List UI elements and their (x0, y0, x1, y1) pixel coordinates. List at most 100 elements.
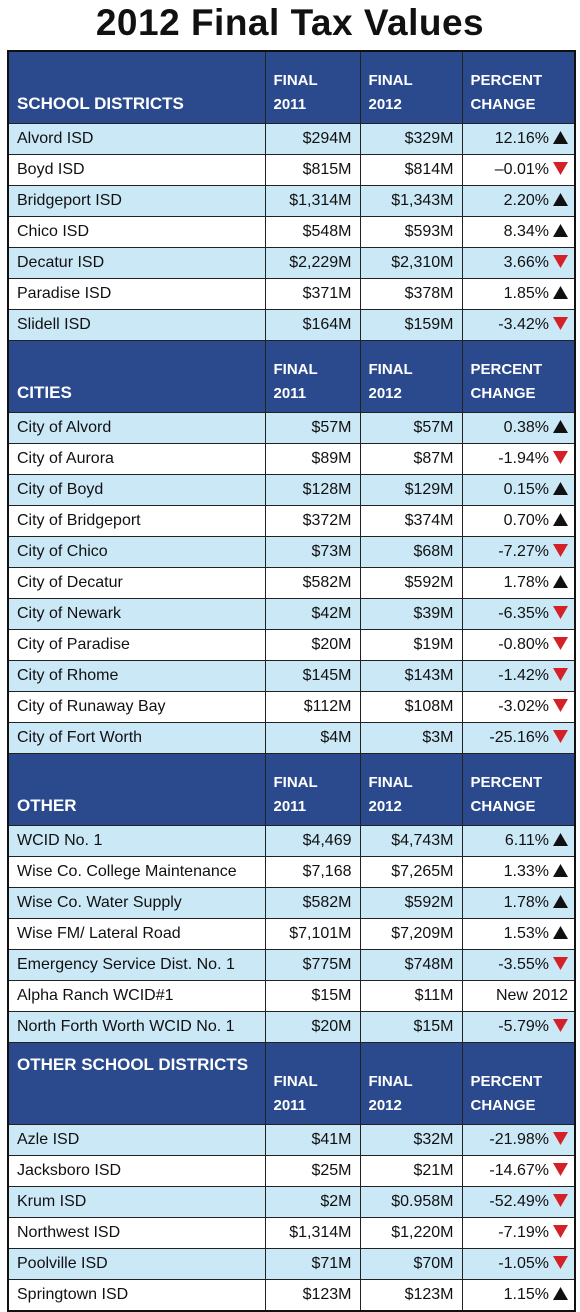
final-2012: $39M (359, 598, 463, 630)
arrow-shape (553, 451, 568, 464)
final-2011: $4,469 (264, 825, 361, 857)
column-header: PERCENT CHANGE (461, 753, 576, 826)
percent-change: 1.85% (461, 278, 576, 310)
arrow-shape (553, 544, 568, 557)
arrow-down (553, 451, 568, 464)
final-2011: $20M (264, 629, 361, 661)
data-row: Slidell ISD $164M $159M -3.42% (7, 309, 576, 341)
percent-value: -21.98% (489, 1131, 549, 1148)
entity-name: Decatur ISD (7, 247, 266, 279)
arrow-shape (553, 1163, 568, 1176)
data-row: City of Bridgeport $372M $374M 0.70% (7, 505, 576, 537)
data-row: Decatur ISD $2,229M $2,310M 3.66% (7, 247, 576, 279)
entity-name: WCID No. 1 (7, 825, 266, 857)
arrow-up (553, 224, 568, 237)
final-2011: $112M (264, 691, 361, 723)
percent-value: New 2012 (495, 987, 568, 1004)
final-2011: $371M (264, 278, 361, 310)
column-header-line: CHANGE (470, 385, 536, 402)
final-2012: $32M (359, 1124, 463, 1156)
arrow-down (553, 1225, 568, 1238)
percent-value: -1.42% (498, 667, 549, 684)
data-row: Poolville ISD $71M $70M -1.05% (7, 1248, 576, 1280)
column-header-line: FINAL (368, 72, 413, 89)
final-2012: $1,220M (359, 1217, 463, 1249)
percent-value: 1.85% (503, 285, 549, 302)
entity-name: Northwest ISD (7, 1217, 266, 1249)
arrow-shape (553, 895, 568, 908)
final-2012: $592M (359, 887, 463, 919)
column-header-line: FINAL (368, 361, 413, 378)
entity-name: Wise FM/ Lateral Road (7, 918, 266, 950)
entity-name: Chico ISD (7, 216, 266, 248)
arrow-up (553, 895, 568, 908)
percent-value: -7.27% (498, 543, 549, 560)
column-header: PERCENT CHANGE (461, 50, 576, 124)
arrow-shape (553, 1256, 568, 1269)
final-2012: $4,743M (359, 825, 463, 857)
data-row: Jacksboro ISD $25M $21M -14.67% (7, 1155, 576, 1187)
arrow-down (553, 1132, 568, 1145)
title: 2012 Final Tax Values (95, 2, 485, 43)
percent-change: 1.15% (461, 1279, 576, 1312)
data-row: Wise Co. College Maintenance $7,168 $7,265… (7, 856, 576, 888)
final-2011: $89M (264, 443, 361, 475)
entity-name: Springtown ISD (7, 1279, 266, 1312)
final-2012: $2,310M (359, 247, 463, 279)
column-header: FINAL 2011 (264, 50, 361, 124)
arrow-down (553, 255, 568, 268)
percent-change: -14.67% (461, 1155, 576, 1187)
arrow-up (553, 513, 568, 526)
column-header-line: 2011 (273, 385, 307, 402)
percent-change: -1.05% (461, 1248, 576, 1280)
column-header-line: 2012 (368, 96, 402, 113)
page: 2012 Final Tax Values SCHOOL DISTRICTS FI… (7, 2, 576, 1312)
data-row: City of Rhome $145M $143M -1.42% (7, 660, 576, 692)
column-header-line: FINAL (273, 361, 318, 378)
final-2011: $7,168 (264, 856, 361, 888)
arrow-down (553, 1163, 568, 1176)
percent-change: 0.38% (461, 412, 576, 444)
final-2011: $582M (264, 887, 361, 919)
arrow-shape (553, 1225, 568, 1238)
percent-value: -3.02% (498, 698, 549, 715)
data-row: Krum ISD $2M $0.958M -52.49% (7, 1186, 576, 1218)
column-header: FINAL 2012 (359, 1042, 463, 1125)
entity-name: City of Runaway Bay (7, 691, 266, 723)
percent-value: -14.67% (489, 1162, 549, 1179)
column-header-line: FINAL (368, 774, 413, 791)
column-header-line: PERCENT (470, 72, 543, 89)
arrow-up (553, 420, 568, 433)
arrow-down (553, 1019, 568, 1032)
final-2012: $143M (359, 660, 463, 692)
percent-change: -1.94% (461, 443, 576, 475)
percent-value: 2.20% (503, 192, 549, 209)
percent-value: 8.34% (503, 223, 549, 240)
final-2012: $814M (359, 154, 463, 186)
final-2012: $378M (359, 278, 463, 310)
final-2012: $19M (359, 629, 463, 661)
percent-change: –0.01% (461, 154, 576, 186)
percent-value: -0.80% (498, 636, 549, 653)
section-name: OTHER (7, 753, 266, 826)
percent-value: 1.15% (503, 1286, 549, 1303)
column-header-line: CHANGE (470, 96, 536, 113)
percent-change: -0.80% (461, 629, 576, 661)
percent-change: 1.78% (461, 887, 576, 919)
final-2012: $593M (359, 216, 463, 248)
column-header-line: 2012 (368, 798, 402, 815)
percent-change: New 2012 (461, 980, 576, 1012)
final-2011: $42M (264, 598, 361, 630)
final-2011: $164M (264, 309, 361, 341)
entity-name: Bridgeport ISD (7, 185, 266, 217)
column-header-line: FINAL (273, 774, 318, 791)
percent-value: 1.78% (503, 574, 549, 591)
final-2012: $159M (359, 309, 463, 341)
data-row: Springtown ISD $123M $123M 1.15% (7, 1279, 576, 1312)
percent-change: -52.49% (461, 1186, 576, 1218)
entity-name: City of Paradise (7, 629, 266, 661)
final-2011: $775M (264, 949, 361, 981)
data-row: Chico ISD $548M $593M 8.34% (7, 216, 576, 248)
entity-name: Jacksboro ISD (7, 1155, 266, 1187)
arrow-shape (553, 1019, 568, 1032)
